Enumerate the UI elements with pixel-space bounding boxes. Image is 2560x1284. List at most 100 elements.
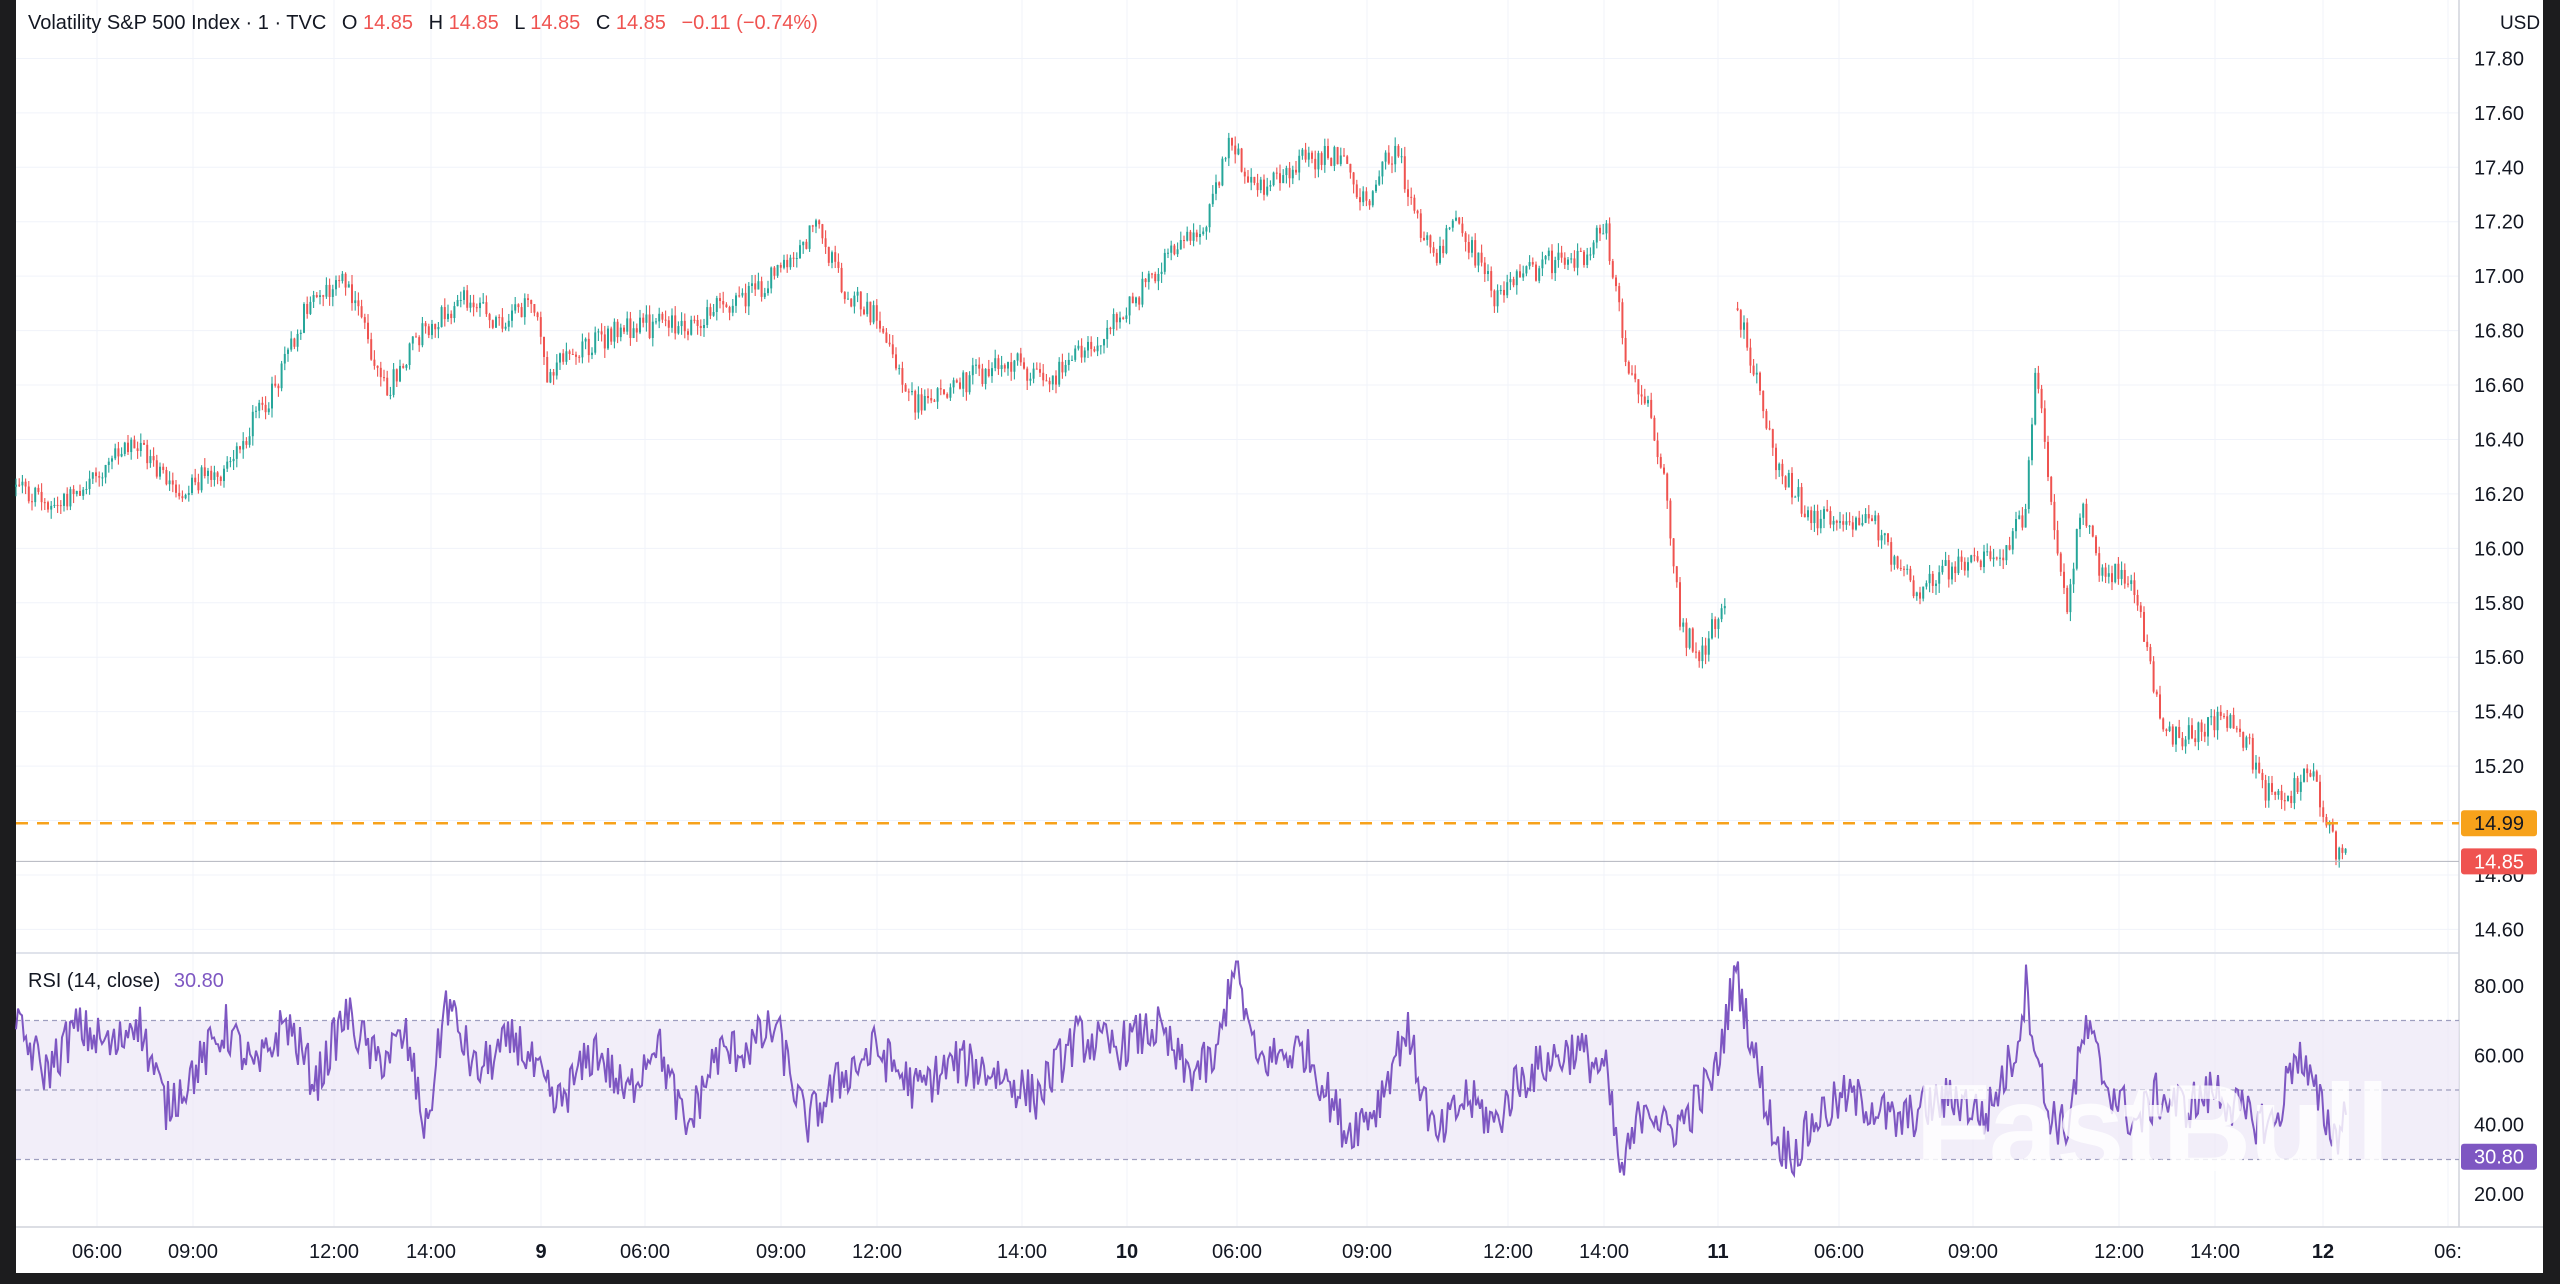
horizontal-line-price-badge[interactable] <box>2461 810 2537 837</box>
candle-body <box>2127 583 2129 585</box>
candle-body <box>1336 147 1339 165</box>
rsi-legend[interactable]: RSI (14, close) 30.80 <box>28 970 224 992</box>
candle-body <box>248 436 251 445</box>
candle-body <box>2063 571 2065 588</box>
candle-body <box>690 319 693 335</box>
candle-body <box>239 446 241 450</box>
candle-body <box>418 337 421 346</box>
price-tick-label: 17.40 <box>2474 157 2524 179</box>
candle-body <box>927 396 929 399</box>
price-tick-label: 16.60 <box>2474 375 2524 397</box>
candle-body <box>184 494 187 499</box>
candle-body <box>1279 173 1281 184</box>
time-axis-labels: 06:00 09:00 12:00 14:00 9 06:00 09:00 12:00 14:0… <box>72 1241 2462 1263</box>
candle-body <box>242 441 245 450</box>
candle-body <box>1618 286 1621 303</box>
candle-body <box>1135 297 1137 304</box>
candle-body <box>2079 517 2081 530</box>
chart-legend[interactable]: Volatility S&P 500 Index · 1 · TVC O 14.… <box>28 12 818 34</box>
candle-body <box>2207 717 2209 737</box>
candle-body <box>2287 795 2289 802</box>
candle-body <box>581 341 584 358</box>
candle-body <box>1631 373 1633 375</box>
symbol-title: Volatility S&P 500 Index · 1 · TVC <box>28 12 326 34</box>
candle-body <box>1941 565 1944 573</box>
candle-body <box>168 480 171 485</box>
candle-body <box>1394 145 1397 165</box>
candle-body <box>1074 348 1077 360</box>
candle-body <box>2280 790 2283 801</box>
price-tick-label: 16.20 <box>2474 484 2524 506</box>
candle-body <box>1471 240 1473 253</box>
candle-body <box>475 307 478 309</box>
candle-body <box>991 368 993 377</box>
candle-body <box>757 281 760 290</box>
candle-body <box>2152 661 2155 692</box>
candle-body <box>619 327 622 338</box>
candle-body <box>2184 739 2187 747</box>
candle-body <box>2191 725 2193 739</box>
candle-body <box>1240 148 1243 172</box>
candle-body <box>1621 302 1624 339</box>
candle-body <box>1519 271 1521 278</box>
candle-body <box>450 313 453 319</box>
candle-body <box>1810 510 1813 524</box>
candle-body <box>827 247 830 263</box>
candle-body <box>1688 628 1691 648</box>
candle-body <box>2130 580 2133 585</box>
candle-body <box>1563 257 1566 265</box>
candle-body <box>2271 783 2273 792</box>
candle-body <box>1675 566 1678 583</box>
candle-body <box>744 292 747 307</box>
candle-body <box>187 493 190 495</box>
candle-body <box>1259 179 1262 191</box>
candle-body <box>2107 573 2110 577</box>
candle-body <box>1048 380 1051 385</box>
candle-body <box>1506 282 1509 296</box>
time-axis[interactable] <box>16 1227 2543 1273</box>
candle-body <box>267 408 270 413</box>
candle-body <box>968 375 971 393</box>
candle-body <box>1160 271 1163 274</box>
candle-body <box>143 442 145 445</box>
candle-body <box>1787 473 1790 488</box>
candle-body <box>1717 619 1720 630</box>
candle-body <box>1141 278 1144 305</box>
time-tick-label: 12 <box>2312 1241 2334 1263</box>
candle-body <box>1995 557 1998 559</box>
rsi-scale[interactable] <box>2459 953 2543 1227</box>
candle-body <box>488 314 491 321</box>
candle-body <box>888 342 891 345</box>
candle-body <box>261 402 264 405</box>
currency-label[interactable]: USD <box>2500 13 2540 34</box>
candle-body <box>811 225 814 227</box>
candle-body <box>2303 768 2305 782</box>
candle-body <box>1109 327 1112 330</box>
candle-body <box>287 349 289 354</box>
candle-body <box>1439 245 1441 263</box>
candle-body <box>1323 146 1326 165</box>
candle-body <box>1144 278 1147 283</box>
candle-body <box>1970 555 1973 563</box>
candle-body <box>2293 778 2296 804</box>
candle-body <box>1154 273 1157 282</box>
candle-body <box>1067 359 1070 365</box>
candle-body <box>309 301 312 314</box>
candle-body <box>683 320 686 332</box>
candle-body <box>395 369 398 382</box>
candle-body <box>1899 567 1902 569</box>
candle-body <box>866 301 869 315</box>
price-tick-label: 17.80 <box>2474 48 2524 70</box>
candle-body <box>1839 521 1841 523</box>
price-scale[interactable] <box>2459 0 2543 953</box>
candle-body <box>1474 240 1477 266</box>
candle-body <box>1400 156 1403 158</box>
candle-body <box>706 307 709 325</box>
candle-body <box>1762 390 1765 412</box>
candle-body <box>1813 510 1816 524</box>
candle-body <box>1931 573 1934 586</box>
candle-body <box>392 369 395 395</box>
candle-body <box>2341 847 2344 853</box>
candle-body <box>1560 252 1563 258</box>
